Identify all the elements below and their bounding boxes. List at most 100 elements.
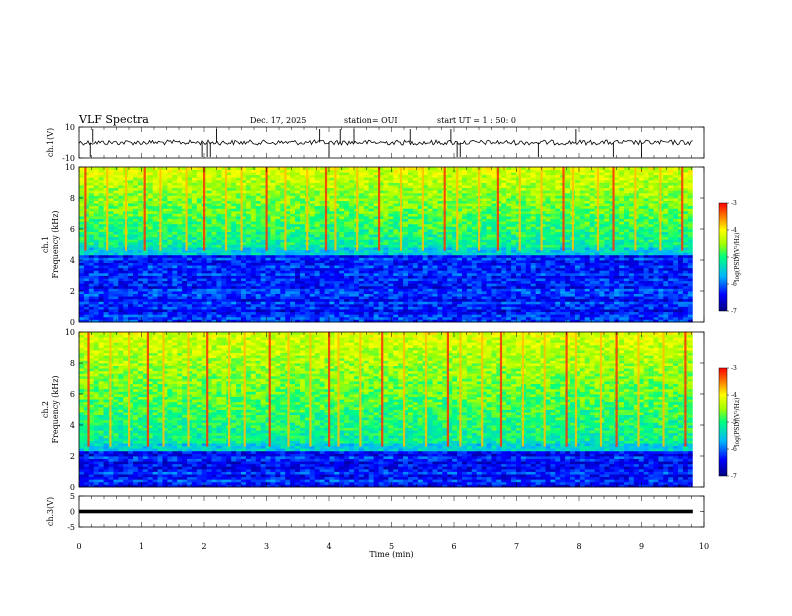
figure-station: station= OUI [344,116,398,125]
colorbar-label: log(PSD)(V²/Hz) [734,398,741,447]
sferic-line [459,332,461,447]
ch2-spectrogram-colorbar [719,368,727,476]
y-tick-label: 6 [70,390,75,399]
sferic-line [572,167,574,251]
sferic-line [325,167,327,251]
sferic-line [244,332,246,447]
sferic-line [306,167,308,251]
sferic-line [269,332,271,447]
x-tick-label: 8 [576,542,581,551]
y-tick-label: 2 [70,452,75,461]
sferic-line [447,332,449,447]
sferic-line [566,332,568,447]
sferic-line [444,167,446,251]
x-tick-label: 4 [326,542,331,551]
colorbar-tick-label: -3 [731,200,737,207]
sferic-line [203,167,205,251]
sferic-line [106,167,108,251]
sferic-line [359,332,361,447]
x-axis-label: Time (min) [369,550,413,559]
sferic-line [334,167,336,251]
figure-title: VLF Spectra [79,113,149,126]
sferic-line [162,332,164,447]
x-tick-label: 10 [699,542,709,551]
sferic-line [378,167,380,251]
sferic-line [266,167,268,251]
sferic-line [681,167,683,251]
y-tick-label: 0 [70,318,75,327]
y-axis-label: Frequency (kHz) [51,375,60,443]
y-tick-label: 5 [70,492,75,501]
ch1-spectrogram-heatmap [79,167,693,322]
sferic-line [356,167,358,251]
y-tick-label: 4 [70,421,75,430]
sferic-line [186,167,188,251]
sferic-line [659,167,661,251]
x-tick-label: 2 [201,542,206,551]
sferic-line [87,332,89,447]
sferic-line [241,167,243,251]
y-tick-label: 6 [70,225,75,234]
y-axis-label: ch.1(V) [46,128,55,157]
sferic-line [562,167,564,251]
sferic-line [519,167,521,251]
sferic-line [125,167,127,251]
y-tick-label: 0 [70,508,75,517]
y-tick-label: -5 [67,523,75,532]
ch3-waveform-trace [79,510,693,514]
sferic-line [497,167,499,251]
sferic-line [128,332,130,447]
sferic-line [284,167,286,251]
sferic-line [600,332,602,447]
sferic-line [206,332,208,447]
sferic-line [144,167,146,251]
sferic-line [309,332,311,447]
sferic-line [544,332,546,447]
sferic-line [381,332,383,447]
colorbar-tick-label: -7 [731,473,737,480]
sferic-line [337,332,339,447]
x-tick-label: 7 [514,542,519,551]
x-tick-label: 1 [139,542,144,551]
y-axis-label: Frequency (kHz) [51,210,60,278]
sferic-line [147,332,149,447]
sferic-line [403,332,405,447]
ch1-spectrogram-empty-region [693,167,704,322]
sferic-line [159,167,161,251]
colorbar-tick-label: -7 [731,308,737,315]
y-tick-label: 8 [70,194,75,203]
sferic-line [425,332,427,447]
sferic-line [637,332,639,447]
x-tick-label: 6 [451,542,456,551]
x-tick-label: 9 [639,542,644,551]
y-axis-label: ch.1 [41,236,50,253]
ch1-waveform-trace [79,140,693,145]
sferic-line [612,167,614,251]
sferic-line [84,167,86,251]
colorbar-label: log(PSD)(V²/Hz) [734,233,741,282]
sferic-line [287,332,289,447]
sferic-line [481,332,483,447]
y-tick-label: 10 [65,163,75,172]
sferic-line [500,332,502,447]
y-tick-label: 8 [70,359,75,368]
sferic-line [225,167,227,251]
sferic-line [328,332,330,447]
y-tick-label: 10 [65,328,75,337]
sferic-line [422,167,424,251]
figure-date: Dec. 17, 2025 [250,116,306,125]
y-tick-label: 2 [70,287,75,296]
y-tick-label: 4 [70,256,75,265]
sferic-line [575,332,577,447]
y-tick-label: 0 [70,483,75,492]
sferic-line [400,167,402,251]
figure-start-time: start UT = 1 : 50: 0 [437,116,516,125]
y-axis-label: ch.2 [41,401,50,418]
sferic-line [478,167,480,251]
sferic-line [228,332,230,447]
ch1-spectrogram-colorbar [719,203,727,311]
sferic-line [616,332,618,447]
y-tick-label: 10 [65,123,75,132]
